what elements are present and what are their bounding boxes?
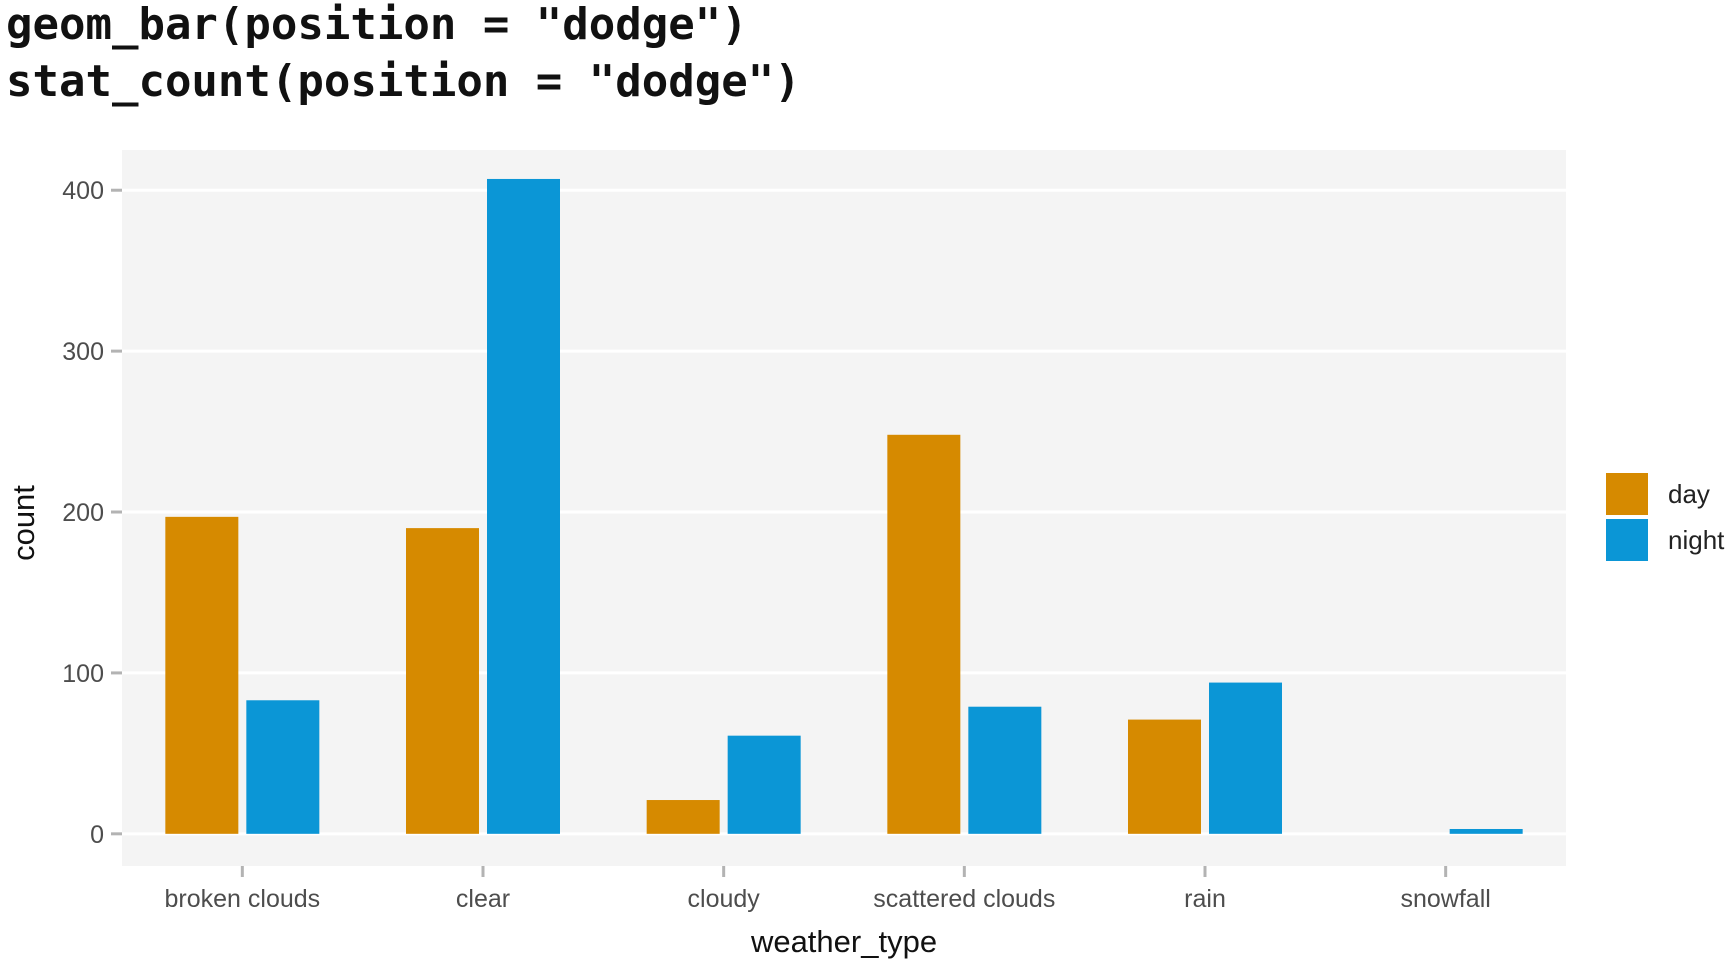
y-axis-title: count — [6, 485, 41, 561]
bar-night — [487, 178, 560, 834]
legend-key-day — [1606, 473, 1648, 515]
x-tick-label: snowfall — [1401, 885, 1491, 913]
y-tick-label: 200 — [62, 499, 104, 527]
bar-day — [406, 528, 479, 834]
bars — [165, 178, 1523, 834]
x-axis-title: weather_type — [750, 924, 937, 959]
bar-day — [887, 434, 961, 834]
bar-day — [1128, 719, 1201, 834]
bar-day — [165, 516, 239, 834]
legend-key-night — [1606, 519, 1648, 561]
x-tick-label: clear — [456, 885, 510, 913]
grid-lines — [122, 188, 1566, 836]
bar-night — [727, 735, 801, 834]
bar-night — [968, 706, 1042, 834]
y-axis: 0 100 200 300 400 — [62, 177, 122, 849]
x-tick-label: scattered clouds — [873, 885, 1055, 913]
x-tick-label: broken clouds — [165, 885, 321, 913]
chart-title-line-1: geom_bar(position = "dodge") — [6, 0, 748, 50]
bar-night — [246, 700, 320, 834]
y-tick-label: 400 — [62, 177, 104, 205]
y-tick-label: 300 — [62, 338, 104, 366]
plot-panel — [122, 150, 1566, 866]
legend-label-day: day — [1668, 479, 1710, 509]
y-tick-label: 0 — [90, 821, 104, 849]
x-axis: broken clouds clear cloudy scattered clouds… — [165, 866, 1491, 913]
bar-night — [1449, 828, 1523, 834]
x-tick-label: rain — [1184, 885, 1226, 913]
bar-night — [1209, 682, 1282, 834]
bar-day — [646, 800, 720, 834]
chart-title-line-2: stat_count(position = "dodge") — [6, 56, 801, 107]
x-tick-label: cloudy — [688, 885, 761, 913]
legend-label-night: night — [1668, 525, 1725, 555]
y-tick-label: 100 — [62, 660, 104, 688]
legend: day night — [1606, 473, 1725, 561]
